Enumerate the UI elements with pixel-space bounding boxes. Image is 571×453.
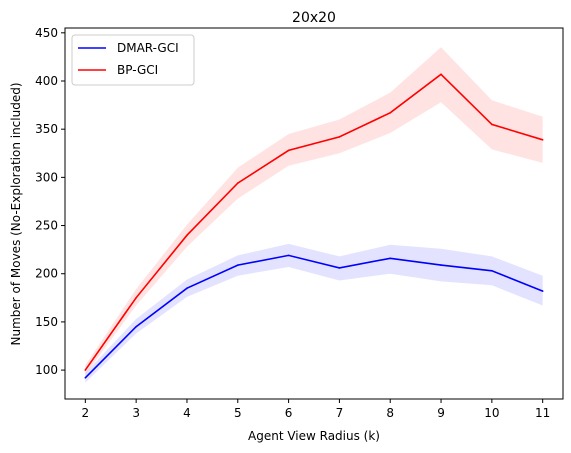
y-tick-label: 200 xyxy=(35,267,58,281)
bp-gci-point xyxy=(287,149,290,152)
y-tick-label: 300 xyxy=(35,170,58,184)
bp-gci-point xyxy=(491,123,493,126)
x-axis: 2 3 4 5 6 7 8 9 10 11 xyxy=(82,399,550,420)
dmar-gci-point xyxy=(135,325,137,328)
x-tick-label: 2 xyxy=(82,406,90,420)
dmar-gci-confidence-band xyxy=(85,243,543,383)
y-tick-label: 450 xyxy=(35,26,58,40)
dmar-gci-point xyxy=(237,264,239,266)
bp-gci-point xyxy=(440,73,442,76)
dmar-gci-point xyxy=(338,267,341,269)
dmar-gci-legend-label: DMAR-GCI xyxy=(117,41,179,55)
x-tick-label: 5 xyxy=(234,406,242,420)
bp-gci-point xyxy=(338,136,341,138)
x-tick-label: 8 xyxy=(386,406,394,420)
dmar-gci-point xyxy=(541,290,544,292)
dmar-gci-point xyxy=(389,257,392,260)
series-lines xyxy=(84,73,544,379)
bp-gci-point xyxy=(237,182,239,184)
y-tick-label: 250 xyxy=(35,219,58,233)
y-axis: 100 150 200 250 300 350 400 450 xyxy=(35,26,65,377)
bp-gci-point xyxy=(541,139,544,141)
x-tick-label: 10 xyxy=(484,406,499,420)
dmar-gci-point xyxy=(287,254,290,257)
y-tick-label: 350 xyxy=(35,122,58,136)
dmar-gci-point xyxy=(186,287,188,290)
chart-title: 20x20 xyxy=(292,10,336,26)
bp-gci-point xyxy=(84,369,87,371)
bp-gci-point xyxy=(186,234,188,236)
legend: DMAR-GCI BP-GCI xyxy=(71,34,195,86)
y-tick-label: 400 xyxy=(35,74,58,88)
x-axis-label: Agent View Radius (k) xyxy=(248,429,380,443)
y-tick-label: 100 xyxy=(35,363,58,377)
confidence-bands xyxy=(85,47,543,383)
bp-gci-legend-label: BP-GCI xyxy=(117,63,158,77)
y-tick-label: 150 xyxy=(35,315,58,329)
dmar-gci-point xyxy=(491,270,493,272)
x-tick-label: 11 xyxy=(535,406,550,420)
x-tick-label: 7 xyxy=(336,406,344,420)
dmar-gci-point xyxy=(440,264,442,266)
x-tick-label: 6 xyxy=(285,406,293,420)
x-tick-label: 3 xyxy=(132,406,140,420)
y-axis-label: Number of Moves (No-Exploration included… xyxy=(9,82,23,345)
x-tick-label: 9 xyxy=(437,406,445,420)
dmar-gci-line xyxy=(84,254,543,379)
bp-gci-line xyxy=(84,73,543,371)
plot-frame xyxy=(64,27,564,400)
x-tick-label: 4 xyxy=(183,406,191,420)
bp-gci-point xyxy=(135,297,137,299)
bp-gci-confidence-band xyxy=(85,47,543,375)
dmar-gci-point xyxy=(84,377,87,379)
bp-gci-point xyxy=(389,112,392,114)
